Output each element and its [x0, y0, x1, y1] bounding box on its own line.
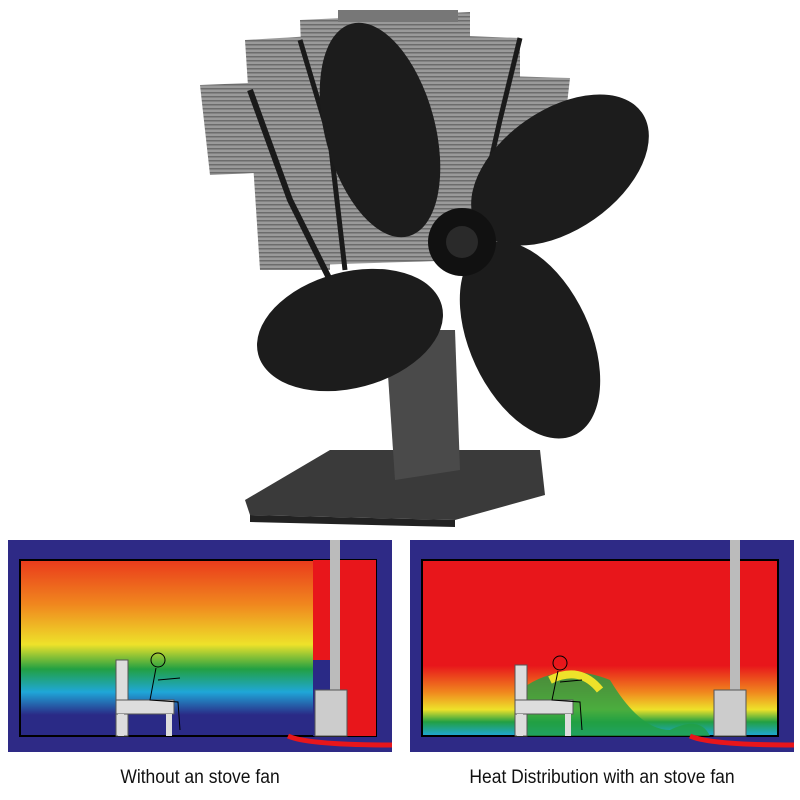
fan-blades: [257, 22, 649, 439]
stove-fan-product-image: [200, 10, 649, 527]
stove: [314, 689, 348, 737]
heat-map-with-fan: [410, 540, 794, 752]
caption-without-fan: Without an stove fan: [120, 767, 280, 788]
chair-with-person: [115, 652, 181, 737]
stove-pipe: [330, 540, 340, 690]
caption-with-fan: Heat Distribution with an stove fan: [469, 767, 735, 788]
chair-with-person: [514, 655, 583, 737]
stove-pipe: [730, 540, 740, 690]
heat-map-without-fan: [8, 540, 392, 752]
stove: [713, 689, 747, 737]
fan-base: [245, 450, 545, 520]
